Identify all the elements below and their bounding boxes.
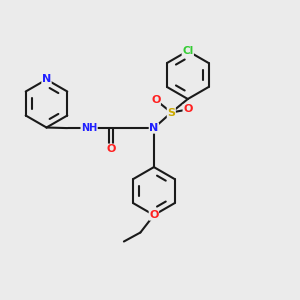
Text: S: S bbox=[167, 107, 175, 118]
Text: O: O bbox=[183, 104, 193, 115]
Text: O: O bbox=[149, 210, 159, 220]
Text: O: O bbox=[106, 144, 116, 154]
Text: O: O bbox=[151, 95, 160, 105]
Text: N: N bbox=[42, 74, 51, 85]
Text: N: N bbox=[149, 123, 158, 133]
Text: NH: NH bbox=[81, 123, 97, 133]
Text: Cl: Cl bbox=[182, 46, 194, 56]
